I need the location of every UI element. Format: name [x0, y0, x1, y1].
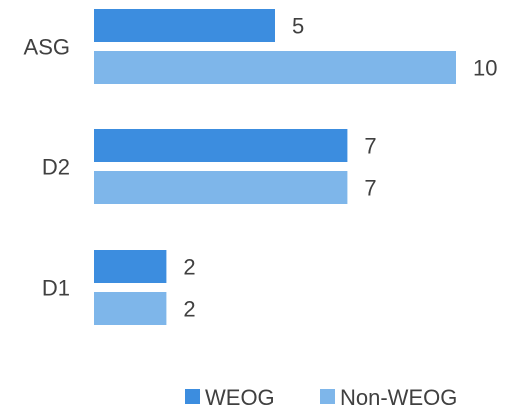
bar-non-weog-asg [94, 51, 456, 84]
legend: WEOG Non-WEOG [185, 385, 457, 410]
bar-non-weog-d2 [94, 171, 348, 204]
category-label-d1: D1 [42, 276, 70, 301]
bar-weog-d1 [94, 250, 167, 283]
value-label-non-weog-d1: 2 [183, 297, 195, 322]
legend-swatch-weog [185, 389, 200, 404]
legend-label-non-weog: Non-WEOG [340, 385, 457, 410]
category-label-d2: D2 [42, 155, 70, 180]
value-label-weog-d2: 7 [364, 134, 376, 159]
category-label-asg: ASG [24, 35, 70, 60]
category-labels: ASG D2 D1 [24, 35, 70, 301]
value-label-non-weog-asg: 10 [473, 56, 497, 81]
bars-group [94, 9, 456, 325]
legend-swatch-non-weog [320, 389, 335, 404]
value-labels: 5 10 7 7 2 2 [183, 14, 497, 322]
value-label-non-weog-d2: 7 [364, 176, 376, 201]
bar-weog-asg [94, 9, 275, 42]
value-label-weog-d1: 2 [183, 255, 195, 280]
value-label-weog-asg: 5 [292, 14, 304, 39]
bar-non-weog-d1 [94, 292, 167, 325]
bar-weog-d2 [94, 129, 348, 162]
legend-label-weog: WEOG [205, 385, 275, 410]
